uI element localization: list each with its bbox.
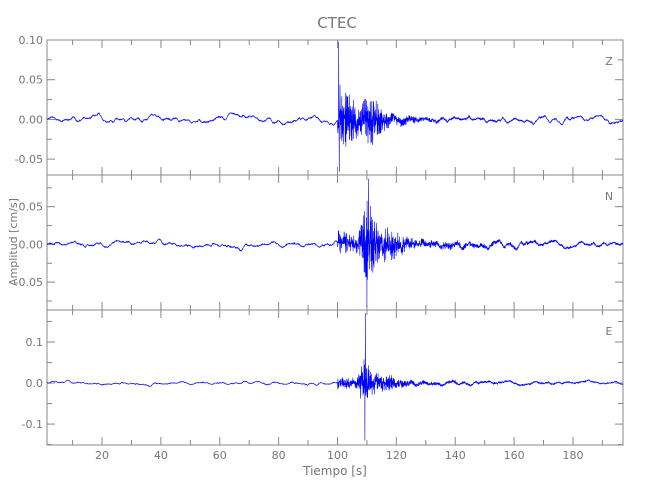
panel-z: 0.10 0.05 0.00 -0.05 Z	[15, 34, 624, 176]
chart-title: CTEC	[317, 14, 357, 32]
component-label: N	[605, 190, 613, 203]
panel-frame	[46, 39, 624, 176]
panel-n: 0.05 0.00 -0.05 N	[15, 174, 624, 311]
x-axis-label: Tiempo [s]	[302, 464, 367, 478]
waveform-n	[46, 178, 624, 308]
y-tick-label: 0.05	[19, 74, 44, 87]
waveform-e	[46, 313, 624, 441]
x-tick-label: 80	[272, 449, 286, 462]
x-tick-label: 40	[154, 449, 168, 462]
y-tick-label: -0.05	[15, 276, 43, 289]
waveform-z	[46, 41, 624, 172]
y-tick-label: -0.1	[22, 418, 43, 431]
y-tick-label: 0.00	[19, 238, 44, 251]
x-tick-label: 120	[386, 449, 407, 462]
y-tick-label: 0.05	[19, 201, 44, 214]
x-tick-label: 20	[95, 449, 109, 462]
x-tick-label: 180	[562, 449, 583, 462]
x-tick-label: 100	[327, 449, 348, 462]
component-label: Z	[605, 55, 613, 68]
panel-frame	[46, 309, 624, 446]
panel-e: 0.1 0.0 -0.1 E 20 40 60 80 100 120 140 160 180	[22, 309, 624, 462]
y-axis-label: Amplitud [cm/s]	[7, 198, 20, 286]
y-tick-label: -0.05	[15, 153, 43, 166]
component-label: E	[606, 325, 613, 338]
x-tick-label: 140	[445, 449, 466, 462]
x-tick-label: 60	[213, 449, 227, 462]
y-tick-label: 0.10	[19, 34, 44, 47]
y-tick-label: 0.0	[26, 377, 44, 390]
y-tick-label: 0.00	[19, 113, 44, 126]
y-tick-label: 0.1	[26, 336, 44, 349]
x-tick-label: 160	[504, 449, 525, 462]
